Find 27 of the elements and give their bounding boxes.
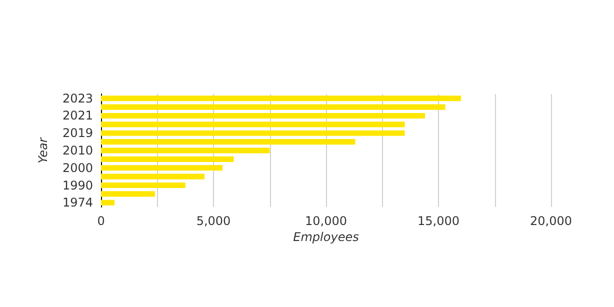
x-tick-label: 0 bbox=[97, 214, 105, 228]
y-tick-label: 1990 bbox=[62, 178, 93, 192]
bar bbox=[101, 104, 446, 110]
bar bbox=[101, 122, 405, 128]
bar bbox=[101, 191, 155, 197]
bar bbox=[101, 200, 114, 206]
y-tick-label: 1974 bbox=[62, 196, 93, 210]
x-tick-label: 15,000 bbox=[418, 214, 460, 228]
bar bbox=[101, 96, 461, 102]
bar bbox=[101, 130, 405, 136]
y-tick-label: 2010 bbox=[62, 144, 93, 158]
x-tick-label: 10,000 bbox=[305, 214, 347, 228]
bar bbox=[101, 139, 356, 145]
bar bbox=[101, 165, 222, 171]
x-tick-label: 20,000 bbox=[530, 214, 572, 228]
y-tick-label: 2021 bbox=[62, 108, 93, 123]
text: 5,000 bbox=[196, 214, 231, 228]
x-axis-title: Employees bbox=[293, 230, 359, 244]
y-tick-label: 2019 bbox=[62, 126, 93, 140]
bar bbox=[101, 156, 234, 162]
bar bbox=[101, 182, 186, 188]
bar bbox=[101, 112, 425, 119]
y-tick-label: 2023 bbox=[62, 91, 93, 106]
y-tick-label: 2000 bbox=[62, 160, 93, 175]
bar bbox=[101, 148, 270, 154]
y-axis-title: Year bbox=[36, 136, 50, 164]
bar bbox=[101, 174, 204, 180]
